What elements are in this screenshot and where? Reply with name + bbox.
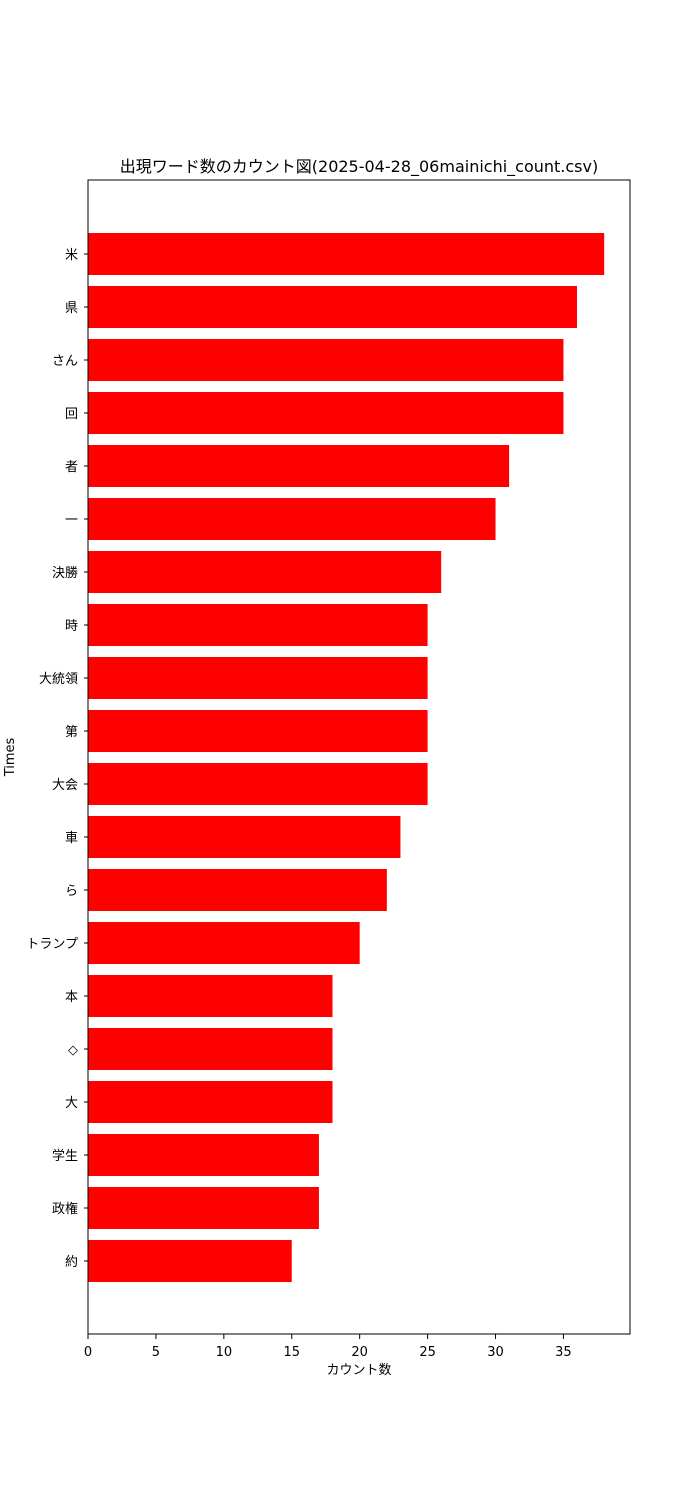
bar [88, 1240, 292, 1282]
x-tick-label: 5 [152, 1345, 160, 1360]
y-tick-label: 大 [65, 1096, 78, 1111]
bar [88, 869, 387, 911]
x-tick-label: 20 [351, 1345, 368, 1360]
y-tick-label: 一 [65, 513, 78, 528]
bar [88, 498, 496, 540]
plot-frame [87, 179, 631, 1335]
y-tick-label: 県 [65, 301, 78, 316]
y-tick-label: 者 [65, 460, 78, 475]
y-tick-label: 大統領 [39, 671, 78, 687]
y-tick-label: ら [65, 884, 78, 899]
y-tick-label: 第 [65, 725, 78, 740]
y-tick-label: トランプ [26, 937, 78, 952]
x-tick-label: 25 [419, 1345, 436, 1360]
bar [88, 286, 578, 328]
y-tick-label: 回 [65, 407, 78, 422]
y-tick-label: 約 [65, 1255, 78, 1270]
y-tick-label: ◇ [68, 1043, 78, 1058]
x-tick-label: 35 [555, 1345, 572, 1360]
y-tick-label: 米 [65, 248, 78, 263]
y-tick-label: 学生 [52, 1148, 78, 1164]
y-tick-label: 決勝 [52, 566, 78, 581]
bar [88, 1187, 319, 1229]
bar [88, 1081, 333, 1123]
chart-title: 出現ワード数のカウント図(2025-04-28_06mainichi_count… [120, 157, 598, 177]
bar [88, 1134, 319, 1176]
bar [88, 551, 442, 593]
y-tick-label: 時 [65, 619, 78, 634]
bar [88, 1028, 333, 1070]
bar [88, 392, 564, 434]
bar [88, 657, 428, 699]
y-tick-label: 大会 [52, 778, 78, 793]
x-tick-label: 30 [487, 1345, 504, 1360]
bar [88, 710, 428, 752]
y-tick-label: 車 [65, 831, 78, 846]
x-axis-label: カウント数 [326, 1363, 391, 1378]
y-tick-label: 政権 [52, 1201, 78, 1217]
bar [88, 445, 510, 487]
y-tick-label: 本 [65, 990, 78, 1005]
bars-group [88, 233, 605, 1282]
bar [88, 816, 401, 858]
bar [88, 763, 428, 805]
bar [88, 604, 428, 646]
y-tick-label: さん [52, 354, 78, 369]
bar [88, 233, 605, 275]
x-tick-label: 0 [84, 1345, 92, 1360]
bar [88, 975, 333, 1017]
x-axis: 0 5 10 15 20 25 30 35 [84, 1334, 572, 1360]
x-tick-label: 15 [283, 1345, 300, 1360]
bar [88, 922, 360, 964]
bar [88, 339, 564, 381]
x-tick-label: 10 [216, 1345, 233, 1360]
y-axis-label: Times [3, 737, 18, 777]
